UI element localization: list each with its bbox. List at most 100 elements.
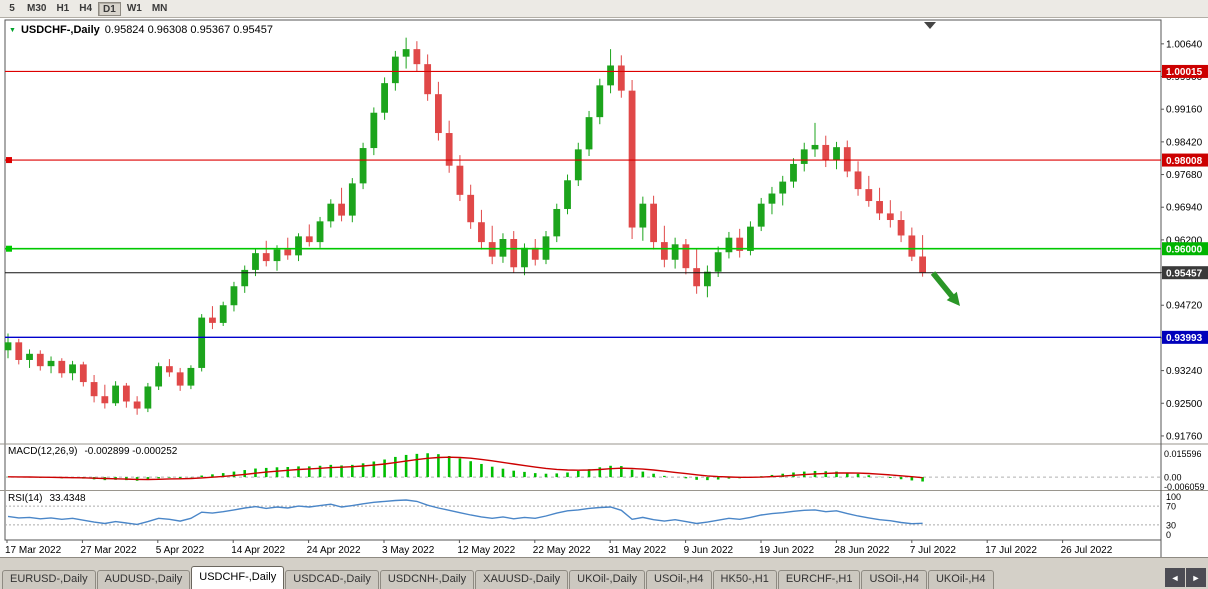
down-arrow-annotation[interactable]	[930, 271, 960, 306]
timeframe-button-H1[interactable]: H1	[56, 2, 70, 14]
chart-tab-usdcnh-daily[interactable]: USDCNH-,Daily	[379, 570, 475, 589]
hline-handle[interactable]	[6, 245, 12, 252]
macd-values: -0.002899 -0.000252	[84, 446, 178, 457]
candle-body	[176, 372, 184, 386]
candle-body	[273, 249, 281, 262]
timeframe-button-MN[interactable]: MN	[151, 2, 168, 14]
candle-body	[886, 213, 894, 221]
candle-body	[628, 90, 636, 228]
candle-body	[510, 239, 518, 268]
timeframe-button-M30[interactable]: M30	[27, 2, 47, 14]
price-label-text: 0.98008	[1166, 156, 1203, 167]
chart-tab-audusd-daily[interactable]: AUDUSD-,Daily	[96, 570, 191, 589]
rsi-axis-label: 0	[1166, 530, 1171, 540]
macd-indicator-label: MACD(12,26,9) -0.002899 -0.000252	[8, 446, 177, 457]
tab-scroll: ◄ ►	[1165, 568, 1206, 587]
chart-symbol-label: USDCHF-,Daily	[20, 24, 100, 36]
price-label-box	[1162, 330, 1208, 344]
macd-axis-label: 0.00	[1164, 473, 1182, 483]
candle-body	[284, 249, 292, 256]
candle-body	[908, 235, 916, 257]
tab-scroll-left-button[interactable]: ◄	[1165, 568, 1185, 587]
chart-tab-ukoil-h4[interactable]: UKOil-,H4	[927, 570, 994, 589]
candle-body	[47, 360, 55, 367]
price-axis-label: 0.91760	[1166, 431, 1203, 442]
candle-body	[252, 253, 259, 270]
hline-handle[interactable]	[6, 157, 12, 164]
candle-body	[348, 183, 356, 216]
symbol-dropdown-icon[interactable]: ▼	[9, 26, 16, 34]
candle-body	[413, 49, 421, 65]
candle-body	[865, 189, 873, 202]
chart-tab-hk50-h1[interactable]: HK50-,H1	[712, 570, 777, 589]
date-axis-label: 3 May 2022	[382, 545, 435, 556]
candle-body	[714, 252, 722, 272]
candle-body	[876, 201, 883, 214]
chart-tab-usoil-h4[interactable]: USOil-,H4	[646, 570, 712, 589]
candle-body	[166, 366, 173, 373]
date-axis-label: 17 Mar 2022	[5, 545, 62, 556]
candle-body	[435, 94, 442, 134]
candle-body	[897, 220, 905, 236]
date-axis-label: 14 Apr 2022	[231, 545, 285, 556]
chart-tab-eurusd-daily[interactable]: EURUSD-,Daily	[2, 570, 96, 589]
chart-tab-usdchf-daily[interactable]: USDCHF-,Daily	[191, 566, 285, 589]
candle-body	[854, 171, 862, 190]
candle-body	[187, 367, 195, 386]
candle-body	[101, 396, 109, 404]
chart-tabs: EURUSD-,Daily AUDUSD-,Daily USDCHF-,Daily U…	[2, 566, 1160, 589]
price-label-text: 0.95457	[1166, 268, 1203, 279]
candle-body	[478, 222, 485, 243]
rsi-indicator-label: RSI(14) 33.4348	[8, 493, 86, 504]
date-axis-label: 9 Jun 2022	[684, 545, 734, 556]
candle-body	[736, 237, 744, 251]
rsi-axis-label: 30	[1166, 520, 1176, 530]
timeframe-button-W1[interactable]: W1	[126, 2, 142, 14]
candle-body	[155, 366, 163, 387]
candle-body	[36, 353, 44, 367]
candle-body	[445, 133, 453, 166]
candle-body	[359, 148, 367, 184]
candle-body	[919, 256, 926, 273]
candle-body	[26, 353, 33, 360]
candle-body	[693, 268, 701, 287]
candle-body	[779, 181, 787, 194]
timeframe-button-D1[interactable]: D1	[98, 1, 121, 16]
candle-body	[381, 83, 388, 113]
price-axis-label: 0.96940	[1166, 203, 1203, 214]
candle-body	[553, 208, 561, 237]
candle-body	[800, 149, 808, 164]
chart-tab-ukoil-daily[interactable]: UKOil-,Daily	[569, 570, 646, 589]
candle-body	[833, 147, 840, 161]
chart-tab-usdcad-daily[interactable]: USDCAD-,Daily	[285, 570, 379, 589]
candle-body	[370, 112, 378, 149]
timeframe-toolbar: 5 M30 H1 H4 D1 W1 MN	[0, 0, 1208, 18]
candle-body	[671, 244, 679, 260]
date-axis-label: 26 Jul 2022	[1061, 545, 1113, 556]
chart-tab-eurchf-h1[interactable]: EURCHF-,H1	[777, 570, 861, 589]
timeframe-button-H4[interactable]: H4	[79, 2, 93, 14]
candle-body	[316, 221, 324, 243]
date-axis-label: 5 Apr 2022	[156, 545, 205, 556]
price-axis-label: 0.98420	[1166, 137, 1203, 148]
candle-body	[122, 385, 130, 402]
rsi-axis-label: 100	[1166, 492, 1181, 502]
price-label-text: 1.00015	[1166, 67, 1203, 78]
tab-scroll-right-button[interactable]: ►	[1186, 568, 1206, 587]
price-label-text: 0.93993	[1166, 333, 1203, 344]
timeframe-button-5[interactable]: 5	[9, 2, 15, 14]
macd-axis-label: 0.015596	[1164, 449, 1202, 459]
date-axis-label: 22 May 2022	[533, 545, 591, 556]
candle-body	[574, 149, 582, 181]
date-axis-label: 31 May 2022	[608, 545, 666, 556]
chart-tab-usoil-h4[interactable]: USOil-,H4	[861, 570, 927, 589]
candle-body	[402, 49, 410, 57]
candle-body	[499, 239, 507, 257]
candle-body	[295, 236, 302, 256]
candle-body	[144, 386, 152, 409]
price-axis-label: 0.99160	[1166, 105, 1203, 116]
candle-body	[15, 342, 23, 360]
chart-tab-xauusd-daily[interactable]: XAUUSD-,Daily	[475, 570, 569, 589]
candle-body	[843, 147, 851, 172]
